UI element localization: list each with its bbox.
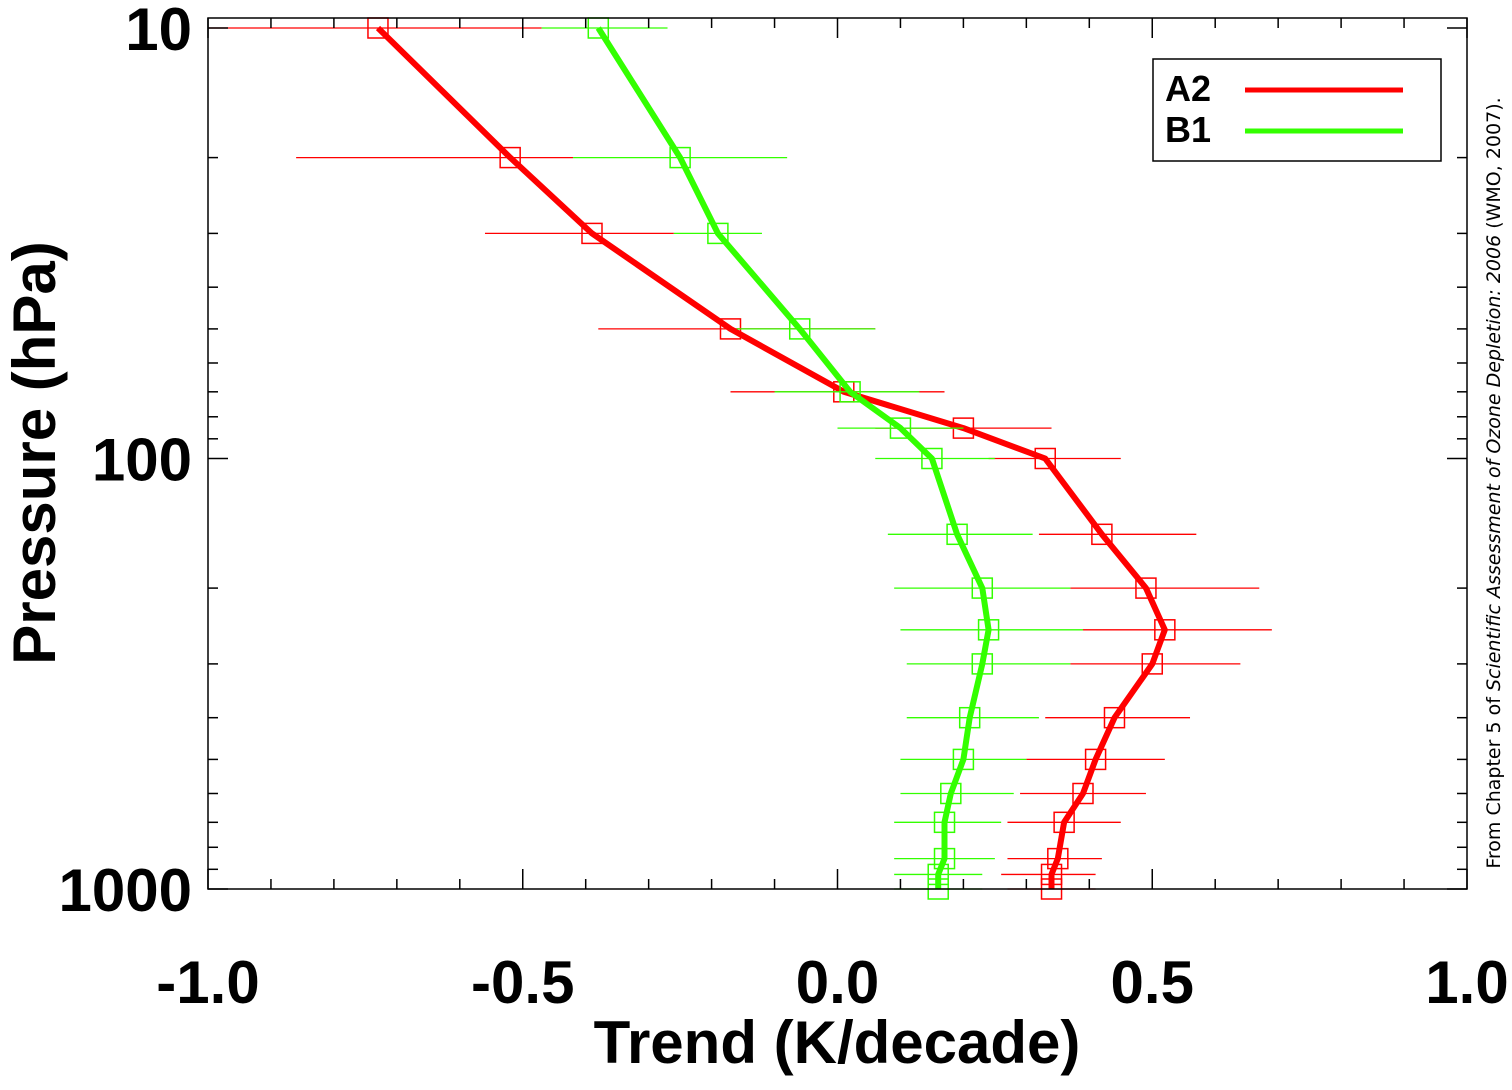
data-point xyxy=(1141,653,1163,675)
data-point xyxy=(946,523,968,546)
data-point xyxy=(921,447,943,470)
x-tick-label: -1.0 xyxy=(156,949,259,1016)
data-point xyxy=(581,222,603,245)
x-tick-label: 0.5 xyxy=(1111,949,1194,1016)
credit-suffix: (WMO, 2007). xyxy=(1483,97,1505,234)
data-point xyxy=(971,653,994,675)
data-point xyxy=(940,782,962,805)
data-point xyxy=(788,318,811,340)
y-axis-label: Pressure (hPa) xyxy=(1,241,68,665)
data-point xyxy=(1040,863,1063,886)
x-tick-label: 1.0 xyxy=(1425,949,1508,1016)
data-point xyxy=(1135,577,1157,599)
data-point xyxy=(933,811,956,834)
data-point xyxy=(952,748,975,771)
legend: A2 B1 xyxy=(1152,58,1442,162)
data-point xyxy=(927,863,949,886)
data-point xyxy=(1072,782,1094,805)
data-point xyxy=(1053,811,1075,834)
series-line xyxy=(375,25,1168,889)
source-credit: From Chapter 5 of Scientific Assessment … xyxy=(1483,97,1505,868)
legend-label-a2: A2 xyxy=(1165,68,1211,109)
credit-prefix: From Chapter 5 of xyxy=(1483,691,1505,869)
y-tick-label: 1000 xyxy=(59,857,192,924)
plot-frame xyxy=(207,17,1468,890)
axis-ticks: -1.0 -0.5 0.0 0.5 1.0 10 100 1000 xyxy=(59,0,1509,1016)
y-tick-label: 100 xyxy=(92,427,192,494)
data-point xyxy=(933,847,956,870)
data-point xyxy=(1091,523,1113,546)
y-tick-label: 10 xyxy=(125,0,192,63)
x-axis-label: Trend (K/decade) xyxy=(594,1009,1081,1076)
data-point xyxy=(669,146,691,169)
data-point xyxy=(1084,748,1107,771)
data-point xyxy=(977,619,1000,641)
data-point xyxy=(1047,847,1069,870)
data-point xyxy=(1103,706,1126,729)
credit-title: Scientific Assessment of Ozone Depletion… xyxy=(1483,235,1505,691)
data-point xyxy=(1154,619,1176,641)
series-layer xyxy=(208,17,1272,900)
legend-box xyxy=(1152,58,1442,162)
data-point xyxy=(971,577,994,599)
data-point xyxy=(1034,447,1056,470)
x-tick-label: 0.0 xyxy=(796,949,879,1016)
x-tick-label: -0.5 xyxy=(471,949,574,1016)
series-line xyxy=(595,26,992,889)
data-point xyxy=(707,222,729,245)
data-point xyxy=(958,706,981,729)
series-a2 xyxy=(208,17,1272,900)
legend-label-b1: B1 xyxy=(1165,109,1211,150)
data-point xyxy=(889,417,912,439)
data-point xyxy=(499,146,521,169)
data-point xyxy=(839,381,861,403)
